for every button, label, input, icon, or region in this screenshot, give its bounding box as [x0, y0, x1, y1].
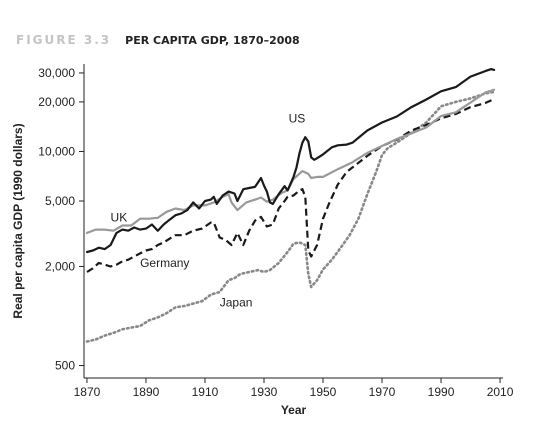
x-tick-label: 1990	[428, 385, 455, 399]
series-lines	[85, 68, 496, 343]
x-tick-label: 1930	[251, 385, 278, 399]
series-line-us	[85, 68, 496, 254]
chart-axes	[83, 64, 503, 379]
y-tick-label: 30,000	[38, 66, 75, 80]
x-tick-label: 1870	[74, 385, 101, 399]
y-ticks: 500 2,000 5,000 10,000 20,000 30,000	[38, 66, 84, 373]
series-label-us: US	[289, 111, 306, 125]
series-line-japan	[85, 90, 496, 343]
y-tick-label: 20,000	[38, 95, 75, 109]
figure-header: FIGURE 3.3 PER CAPITA GDP, 1870–2008	[16, 31, 300, 49]
x-tick-label: 1890	[133, 385, 160, 399]
y-tick-label: 5,000	[45, 194, 75, 208]
x-tick-label: 1910	[192, 385, 219, 399]
series-line-uk	[85, 88, 496, 234]
x-ticks: 1870 1890 1910 1930 1950 1970 1990 2010	[74, 378, 514, 399]
series-label-germany: Germany	[140, 256, 189, 270]
series-label-uk: UK	[111, 211, 128, 225]
y-tick-label: 2,000	[45, 259, 75, 273]
series-labels: US UK Germany Japan	[111, 111, 306, 309]
x-tick-label: 1950	[310, 385, 337, 399]
x-tick-label: 1970	[369, 385, 396, 399]
y-tick-label: 10,000	[38, 144, 75, 158]
y-axis-title: Real per capita GDP (1990 dollars)	[11, 123, 25, 318]
series-label-japan: Japan	[220, 296, 253, 310]
series-line-germany	[86, 98, 495, 273]
y-tick-label: 500	[55, 359, 75, 373]
x-axis-title: Year	[281, 403, 307, 417]
figure-title: PER CAPITA GDP, 1870–2008	[125, 34, 300, 47]
x-tick-label: 2010	[487, 385, 514, 399]
figure-number: FIGURE 3.3	[16, 33, 112, 47]
